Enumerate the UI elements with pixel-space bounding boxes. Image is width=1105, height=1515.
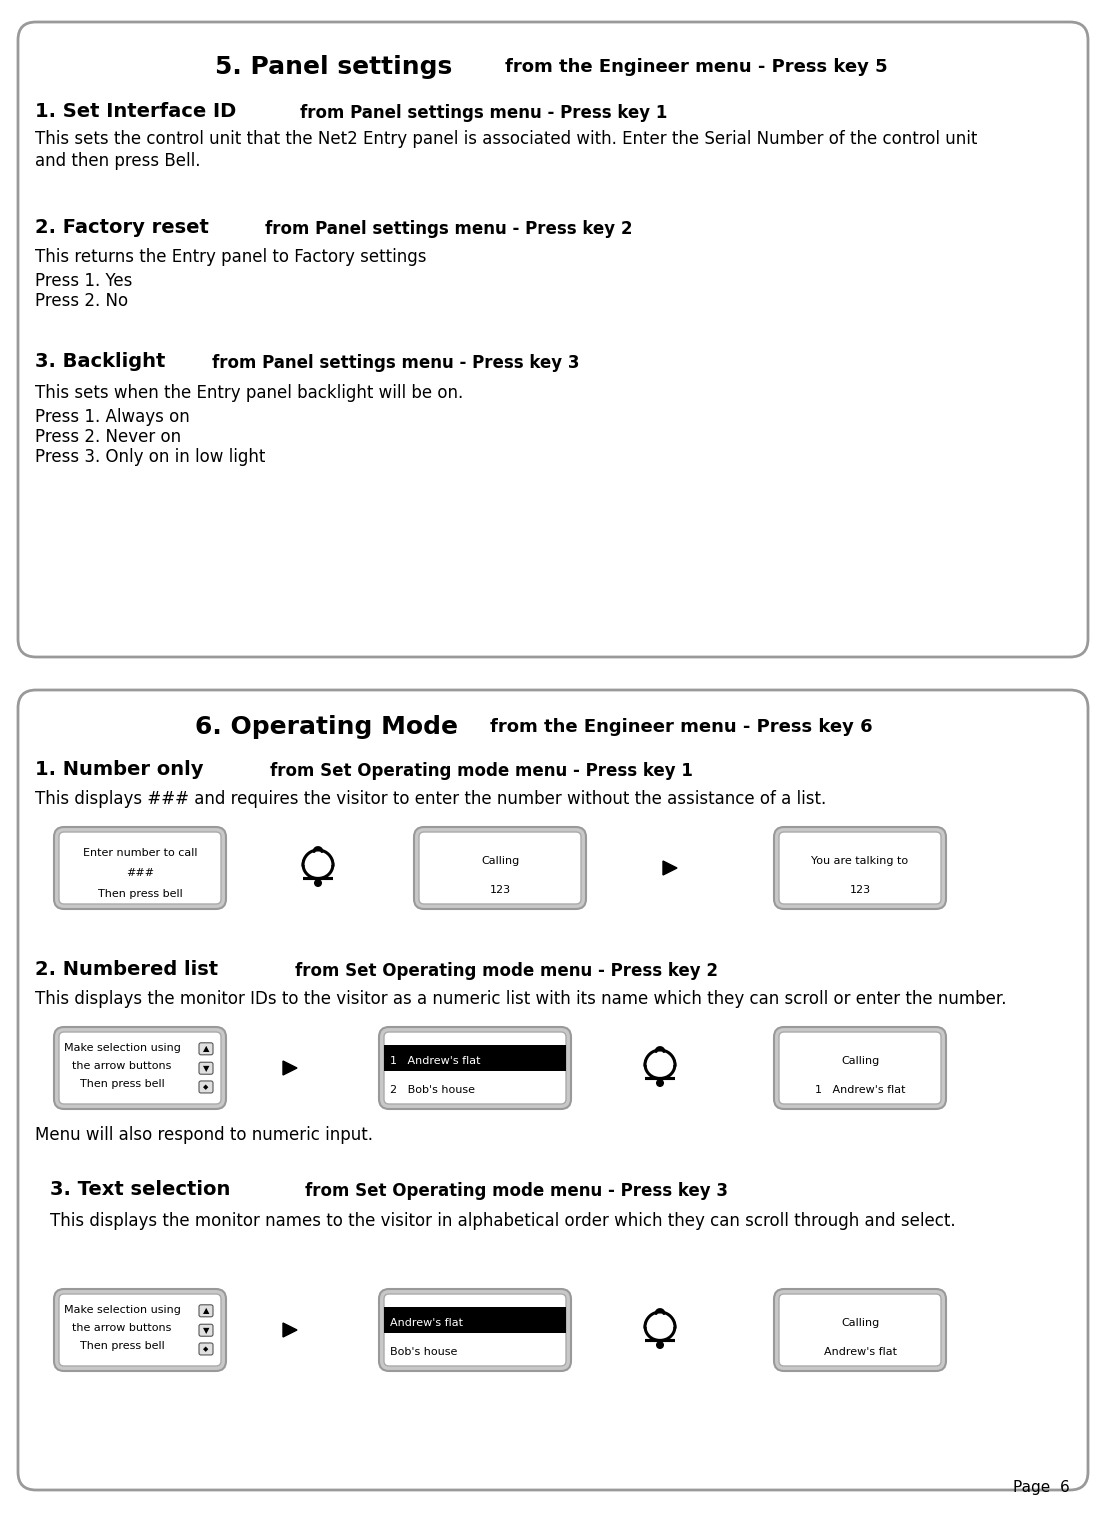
Circle shape bbox=[315, 880, 322, 886]
Polygon shape bbox=[645, 1051, 675, 1079]
Text: Make selection using: Make selection using bbox=[64, 1306, 180, 1315]
FancyBboxPatch shape bbox=[774, 1027, 946, 1109]
Text: Andrew's flat: Andrew's flat bbox=[390, 1318, 463, 1327]
Text: Press 3. Only on in low light: Press 3. Only on in low light bbox=[35, 448, 265, 467]
Text: 6. Operating Mode: 6. Operating Mode bbox=[194, 715, 457, 739]
Text: Bob's house: Bob's house bbox=[390, 1347, 457, 1356]
Text: the arrow buttons: the arrow buttons bbox=[72, 1060, 171, 1071]
Text: Then press bell: Then press bell bbox=[97, 889, 182, 898]
Text: from Panel settings menu - Press key 3: from Panel settings menu - Press key 3 bbox=[212, 355, 579, 373]
FancyBboxPatch shape bbox=[54, 1289, 227, 1371]
Text: ▲: ▲ bbox=[202, 1306, 209, 1315]
Text: ◆: ◆ bbox=[203, 1345, 209, 1351]
Text: 123: 123 bbox=[490, 885, 511, 894]
Polygon shape bbox=[645, 1314, 675, 1341]
Text: 5. Panel settings: 5. Panel settings bbox=[215, 55, 452, 79]
Text: ▲: ▲ bbox=[202, 1044, 209, 1053]
FancyBboxPatch shape bbox=[379, 1289, 571, 1371]
FancyBboxPatch shape bbox=[18, 23, 1088, 658]
FancyBboxPatch shape bbox=[199, 1304, 213, 1317]
Circle shape bbox=[656, 1080, 663, 1086]
Text: Then press bell: Then press bell bbox=[80, 1079, 165, 1089]
Circle shape bbox=[656, 1342, 663, 1348]
Bar bbox=[385, 1307, 566, 1333]
Text: 3. Backlight: 3. Backlight bbox=[35, 351, 166, 371]
Text: and then press Bell.: and then press Bell. bbox=[35, 152, 200, 170]
Text: from Panel settings menu - Press key 1: from Panel settings menu - Press key 1 bbox=[299, 105, 667, 123]
Text: Calling: Calling bbox=[841, 1056, 880, 1065]
FancyBboxPatch shape bbox=[379, 1027, 571, 1109]
Text: Then press bell: Then press bell bbox=[80, 1341, 165, 1351]
Text: from Set Operating mode menu - Press key 3: from Set Operating mode menu - Press key… bbox=[305, 1182, 728, 1200]
Text: Press 1. Always on: Press 1. Always on bbox=[35, 408, 190, 426]
FancyBboxPatch shape bbox=[59, 832, 221, 904]
Polygon shape bbox=[283, 1060, 297, 1076]
Text: 1   Andrew's flat: 1 Andrew's flat bbox=[814, 1085, 905, 1095]
FancyBboxPatch shape bbox=[199, 1042, 213, 1054]
Text: ◆: ◆ bbox=[203, 1083, 209, 1089]
Text: Enter number to call: Enter number to call bbox=[83, 847, 198, 857]
Text: ▼: ▼ bbox=[202, 1326, 209, 1335]
FancyBboxPatch shape bbox=[414, 827, 586, 909]
Text: 3. Text selection: 3. Text selection bbox=[50, 1180, 230, 1198]
FancyBboxPatch shape bbox=[385, 1294, 566, 1367]
Text: This displays the monitor names to the visitor in alphabetical order which they : This displays the monitor names to the v… bbox=[50, 1212, 956, 1230]
Text: 2. Numbered list: 2. Numbered list bbox=[35, 961, 218, 979]
FancyBboxPatch shape bbox=[779, 1294, 941, 1367]
FancyBboxPatch shape bbox=[199, 1342, 213, 1354]
Text: 1. Number only: 1. Number only bbox=[35, 761, 203, 779]
Polygon shape bbox=[663, 861, 677, 876]
Text: 1   Andrew's flat: 1 Andrew's flat bbox=[390, 1056, 481, 1065]
FancyBboxPatch shape bbox=[774, 827, 946, 909]
Text: from Panel settings menu - Press key 2: from Panel settings menu - Press key 2 bbox=[265, 220, 632, 238]
Text: 1. Set Interface ID: 1. Set Interface ID bbox=[35, 102, 236, 121]
Text: ###: ### bbox=[126, 868, 154, 879]
Text: Press 2. Never on: Press 2. Never on bbox=[35, 429, 181, 445]
Text: ▼: ▼ bbox=[202, 1064, 209, 1073]
FancyBboxPatch shape bbox=[779, 832, 941, 904]
Text: This displays the monitor IDs to the visitor as a numeric list with its name whi: This displays the monitor IDs to the vis… bbox=[35, 989, 1007, 1007]
Text: Menu will also respond to numeric input.: Menu will also respond to numeric input. bbox=[35, 1126, 373, 1144]
FancyBboxPatch shape bbox=[54, 827, 227, 909]
Text: Make selection using: Make selection using bbox=[64, 1044, 180, 1053]
Text: This returns the Entry panel to Factory settings: This returns the Entry panel to Factory … bbox=[35, 248, 427, 267]
Text: Press 2. No: Press 2. No bbox=[35, 292, 128, 311]
Text: Press 1. Yes: Press 1. Yes bbox=[35, 273, 133, 289]
Polygon shape bbox=[303, 851, 333, 879]
Text: You are talking to: You are talking to bbox=[811, 856, 908, 865]
Text: This sets when the Entry panel backlight will be on.: This sets when the Entry panel backlight… bbox=[35, 383, 463, 401]
FancyBboxPatch shape bbox=[199, 1082, 213, 1092]
FancyBboxPatch shape bbox=[779, 1032, 941, 1104]
Polygon shape bbox=[283, 1323, 297, 1338]
FancyBboxPatch shape bbox=[385, 1032, 566, 1104]
FancyBboxPatch shape bbox=[419, 832, 581, 904]
FancyBboxPatch shape bbox=[774, 1289, 946, 1371]
FancyBboxPatch shape bbox=[59, 1294, 221, 1367]
Text: This sets the control unit that the Net2 Entry panel is associated with. Enter t: This sets the control unit that the Net2… bbox=[35, 130, 978, 148]
Text: 2. Factory reset: 2. Factory reset bbox=[35, 218, 209, 236]
Text: Calling: Calling bbox=[481, 856, 519, 865]
FancyBboxPatch shape bbox=[54, 1027, 227, 1109]
Text: from Set Operating mode menu - Press key 2: from Set Operating mode menu - Press key… bbox=[295, 962, 718, 980]
Text: the arrow buttons: the arrow buttons bbox=[72, 1323, 171, 1333]
Text: This displays ### and requires the visitor to enter the number without the assis: This displays ### and requires the visit… bbox=[35, 789, 827, 807]
Text: 2   Bob's house: 2 Bob's house bbox=[390, 1085, 475, 1095]
Bar bbox=[385, 1045, 566, 1071]
FancyBboxPatch shape bbox=[18, 689, 1088, 1489]
Text: 123: 123 bbox=[850, 885, 871, 894]
Text: from Set Operating mode menu - Press key 1: from Set Operating mode menu - Press key… bbox=[270, 762, 693, 780]
FancyBboxPatch shape bbox=[199, 1062, 213, 1074]
FancyBboxPatch shape bbox=[199, 1324, 213, 1336]
Text: Andrew's flat: Andrew's flat bbox=[823, 1347, 896, 1356]
Text: Calling: Calling bbox=[841, 1318, 880, 1327]
Text: Page  6: Page 6 bbox=[1013, 1480, 1070, 1495]
Text: from the Engineer menu - Press key 5: from the Engineer menu - Press key 5 bbox=[505, 58, 887, 76]
FancyBboxPatch shape bbox=[59, 1032, 221, 1104]
Text: from the Engineer menu - Press key 6: from the Engineer menu - Press key 6 bbox=[490, 718, 873, 736]
